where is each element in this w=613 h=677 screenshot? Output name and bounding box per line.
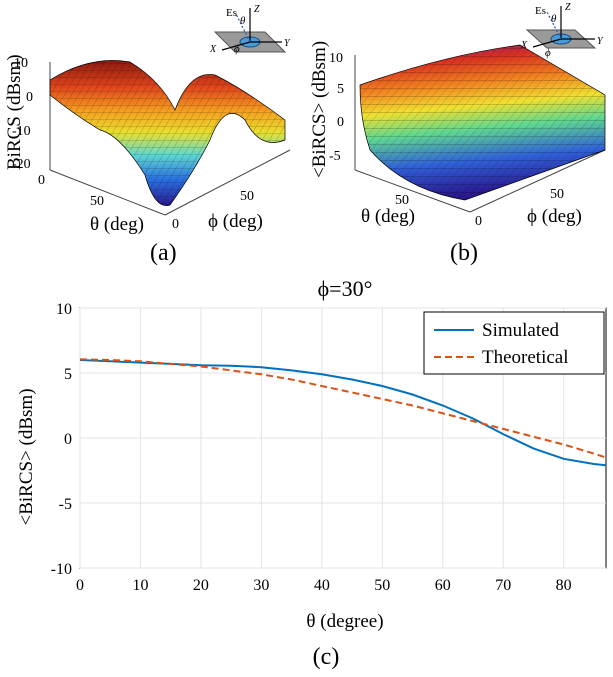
x-tick-b: 50	[395, 193, 409, 208]
x-axis-label-c: θ (degree)	[306, 611, 383, 632]
y-tick-label: 5	[64, 366, 72, 383]
surface-plot-a: 10 0 -10 -20 0 50 0 50 BiRCS (dBsm) θ (d…	[0, 0, 300, 272]
y-tick-label: -5	[59, 496, 72, 513]
phi-symbol-b: ϕ	[545, 47, 551, 59]
y-axis-label-b: ϕ (deg)	[527, 206, 582, 227]
series-line-simulated	[79, 359, 607, 467]
z-tick-b: 5	[337, 82, 344, 97]
surface-a-svg: 10 0 -10 -20 0 50 0 50 BiRCS (dBsm) θ (d…	[4, 4, 291, 266]
surface-a-mesh	[50, 60, 285, 206]
legend-box	[423, 311, 605, 375]
x-axis-label-a: θ (deg)	[90, 214, 144, 235]
y-tick-label: 0	[64, 431, 72, 448]
legend-label-simulated: Simulated	[482, 320, 560, 341]
caption-a: (a)	[150, 240, 177, 266]
y-tick-a: 50	[240, 189, 254, 204]
series-line-theoretical	[79, 358, 607, 459]
geometry-inset-a: Es θ ϕ X Y Z	[209, 4, 291, 55]
inset-z-axis-b: Z	[565, 2, 571, 13]
series-c	[79, 358, 607, 467]
z-tick-b: -5	[329, 149, 341, 164]
y-axis-label-c: <BiRCS> (dBsm)	[16, 388, 37, 525]
geometry-inset-b: Es θ ϕ X Y Z	[520, 2, 604, 59]
x-tick-label: 70	[495, 577, 511, 594]
x-tick-label: 80	[556, 577, 572, 594]
caption-b: (b)	[450, 240, 478, 266]
z-axis-label-b: <BiRCS> (dBsm)	[309, 41, 330, 178]
x-tick-a: 0	[38, 173, 45, 188]
inset-x-axis-a: X	[209, 44, 217, 55]
ticks-c: 0 10 20 30 40 50 60 70 80 -10 -5 0 5 10	[51, 301, 572, 594]
line-chart-c: ϕ=30° 0 10 20 30 40 50 60 70 80 -10 -5 0 5 10 <BiRCS>…	[0, 272, 613, 672]
z-tick-b: 10	[329, 51, 343, 66]
y-tick-b: 0	[475, 214, 482, 229]
x-tick-label: 60	[435, 577, 451, 594]
surface-b-mesh	[360, 45, 605, 200]
inset-y-axis-a: Y	[284, 38, 291, 49]
chart-title-c: ϕ=30°	[318, 276, 373, 301]
z-tick-a: -20	[12, 157, 31, 172]
legend-label-theoretical: Theoretical	[482, 347, 569, 368]
y-tick-b: 50	[550, 187, 564, 202]
y-tick-label: 10	[56, 301, 72, 318]
y-tick-label: -10	[51, 561, 72, 578]
x-tick-label: 50	[374, 577, 390, 594]
inset-x-axis-b: X	[520, 40, 528, 51]
inset-z-axis-a: Z	[254, 4, 260, 15]
x-tick-label: 10	[132, 577, 148, 594]
x-tick-label: 0	[76, 577, 84, 594]
z-tick-b: 0	[337, 115, 344, 130]
x-tick-label: 40	[314, 577, 330, 594]
x-tick-a: 50	[90, 194, 104, 209]
line-chart-c-svg: ϕ=30° 0 10 20 30 40 50 60 70 80 -10 -5 0 5 10 <BiRCS>…	[16, 276, 607, 670]
inset-y-axis-b: Y	[597, 36, 604, 47]
grid-c	[79, 307, 606, 569]
field-label-a: Es	[226, 7, 237, 19]
field-label-b: Es	[535, 5, 546, 17]
z-tick-a: -10	[12, 124, 31, 139]
surface-plot-b: 10 5 0 -5 50 0 50 <BiRCS> (dBsm) θ (deg)…	[305, 0, 613, 272]
surface-b-svg: 10 5 0 -5 50 0 50 <BiRCS> (dBsm) θ (deg)…	[309, 2, 606, 266]
x-axis-b	[354, 169, 471, 213]
phi-symbol-a: ϕ	[234, 43, 240, 55]
z-tick-a: 10	[14, 56, 28, 71]
legend-c: Simulated Theoretical	[423, 311, 605, 375]
caption-c: (c)	[313, 644, 340, 670]
theta-symbol-a: θ	[240, 15, 246, 27]
y-axis-a	[164, 149, 291, 216]
y-tick-a: 0	[172, 217, 179, 232]
y-axis-label-a: ϕ (deg)	[208, 211, 263, 232]
y-axis-b	[469, 149, 606, 213]
x-tick-label: 30	[253, 577, 269, 594]
x-axis-label-b: θ (deg)	[361, 206, 415, 227]
x-axis-a	[49, 169, 166, 216]
x-tick-label: 20	[193, 577, 209, 594]
z-axis-label-a: BiRCS (dBsm)	[4, 54, 25, 170]
z-tick-a: 0	[26, 90, 33, 105]
theta-symbol-b: θ	[551, 13, 557, 25]
